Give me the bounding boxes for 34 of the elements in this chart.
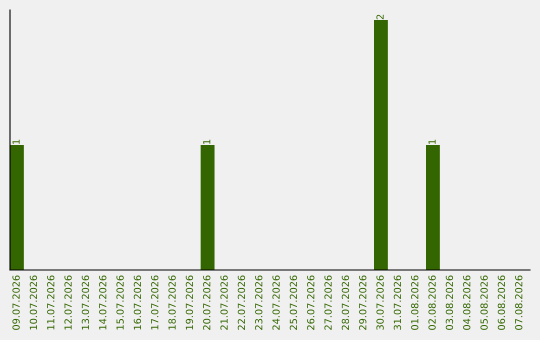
data-label: 1 xyxy=(203,140,210,144)
x-tick-label: 07.08.2026 xyxy=(515,275,522,330)
x-tick-label: 15.07.2026 xyxy=(116,275,124,330)
x-tick-label: 13.07.2026 xyxy=(82,275,90,330)
x-tick-label: 11.07.2026 xyxy=(47,275,54,330)
x-tick-label: 12.07.2026 xyxy=(64,275,72,330)
x-tick-label: 02.08.2026 xyxy=(428,275,436,330)
x-tick-label: 28.07.2026 xyxy=(342,275,350,330)
x-tick-label: 10.07.2026 xyxy=(30,275,38,330)
x-tick-label: 22.07.2026 xyxy=(238,275,246,330)
x-tick-label: 17.07.2026 xyxy=(151,275,158,330)
data-label: 1 xyxy=(12,140,20,144)
x-tick-label: 01.08.2026 xyxy=(411,275,418,330)
x-tick-label: 29.07.2026 xyxy=(359,275,366,330)
x-tick-label: 26.07.2026 xyxy=(307,275,314,330)
x-tick-label: 05.08.2026 xyxy=(480,275,488,330)
x-tick-label: 04.08.2026 xyxy=(463,275,470,330)
x-tick-label: 06.08.2026 xyxy=(498,275,506,330)
x-tick-label: 19.07.2026 xyxy=(186,275,194,330)
x-tick-label: 18.07.2026 xyxy=(168,275,176,330)
x-tick-label: 03.08.2026 xyxy=(446,275,454,330)
x-tick-label: 30.07.2026 xyxy=(376,275,384,330)
x-tick-label: 16.07.2026 xyxy=(134,275,142,330)
x-tick-label: 21.07.2026 xyxy=(220,275,228,330)
data-label: 1 xyxy=(428,140,436,144)
x-tick-label: 20.07.2026 xyxy=(203,275,210,330)
x-tick-label: 31.07.2026 xyxy=(394,275,402,330)
x-tick-label: 24.07.2026 xyxy=(272,275,280,330)
x-tick-label: 23.07.2026 xyxy=(255,275,262,330)
x-tick-label: 25.07.2026 xyxy=(290,275,298,330)
x-tick-label: 09.07.2026 xyxy=(12,275,20,330)
x-tick-label: 14.07.2026 xyxy=(99,275,106,330)
x-tick-label: 27.07.2026 xyxy=(324,275,332,330)
data-label: 2 xyxy=(376,14,384,20)
